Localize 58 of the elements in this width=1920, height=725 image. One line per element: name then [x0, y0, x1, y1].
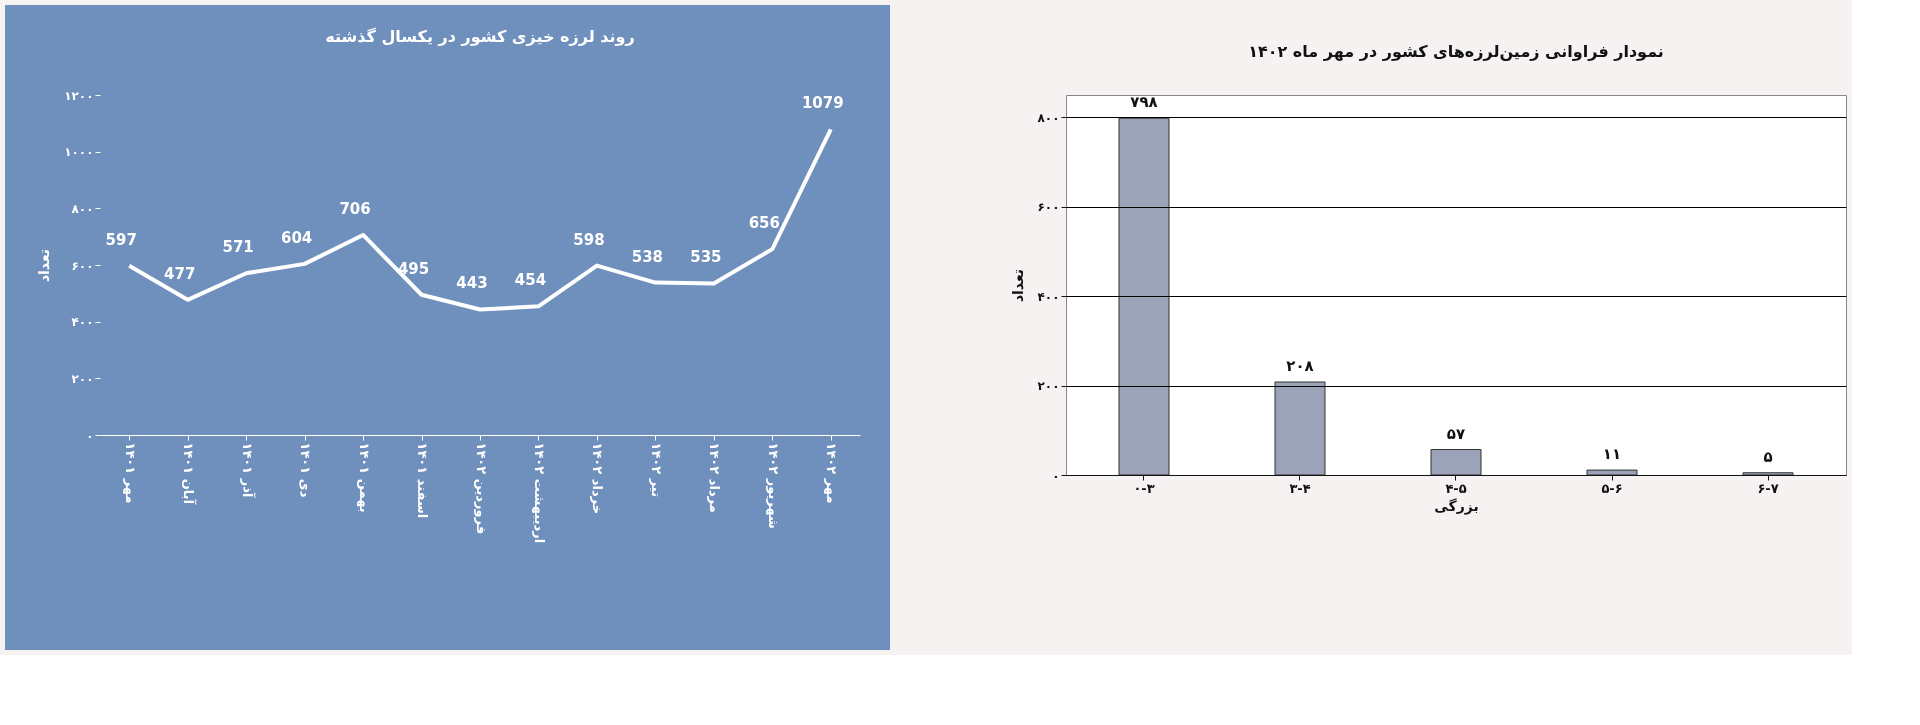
x-tick-label: فروردین ۱۴۰۲ — [473, 442, 489, 535]
data-label: ۲۰۸ — [1286, 357, 1314, 376]
x-tick-label: شهریور ۱۴۰۲ — [765, 442, 781, 529]
bar — [1586, 469, 1638, 476]
y-tick-label: ۰ — [1052, 468, 1060, 483]
data-label: 477 — [164, 264, 196, 283]
bar — [1430, 449, 1482, 476]
y-tick-label: ۶۰۰ — [71, 258, 94, 273]
y-axis-title: تعداد — [36, 248, 53, 283]
data-label: 535 — [690, 248, 722, 267]
y-tick-label: ۸۰۰ — [1037, 110, 1060, 125]
y-tick-label: ۸۰۰ — [71, 201, 94, 216]
x-axis-title: بزرگی — [1434, 497, 1479, 515]
data-label: 443 — [456, 274, 488, 293]
y-tick-label: ۰ — [86, 428, 94, 443]
data-label: 706 — [339, 199, 371, 218]
y-tick-label: ۶۰۰ — [1037, 200, 1060, 215]
y-tick-label: ۱۲۰۰ — [64, 88, 94, 103]
x-tick-label: آذر ۱۴۰۱ — [239, 442, 256, 498]
x-tick-label: اردیبهشت ۱۴۰۲ — [531, 442, 547, 544]
x-tick-label: ۳-۴ — [1289, 480, 1311, 496]
x-tick-label: ۰-۳ — [1133, 480, 1155, 496]
bar — [1274, 381, 1326, 476]
chart-title: روند لرزه خیزی کشور در یکسال گذشته — [325, 27, 635, 46]
x-tick-label: اسفند ۱۴۰۱ — [415, 442, 431, 519]
x-tick-label: ۴-۵ — [1445, 480, 1467, 496]
x-tick-label: ۶-۷ — [1757, 480, 1779, 496]
data-label: ۱۱ — [1602, 445, 1622, 464]
bar — [1742, 472, 1794, 476]
x-tick-label: دی ۱۴۰۱ — [298, 442, 314, 498]
x-tick-label: بهمن ۱۴۰۱ — [356, 442, 372, 513]
bar — [1118, 117, 1170, 476]
y-tick-label: ۲۰۰ — [71, 371, 94, 386]
x-tick-label: آبان ۱۴۰۱ — [181, 442, 198, 505]
y-tick-label: ۲۰۰ — [1037, 379, 1060, 394]
data-label: ۷۹۸ — [1130, 93, 1158, 112]
data-label: 598 — [573, 230, 605, 249]
data-label: 656 — [748, 214, 780, 233]
data-label: 495 — [397, 259, 430, 278]
chart-title: نمودار فراوانی زمین‌لرزه‌های کشور در مهر ماه ۱۴۰۲ — [1248, 42, 1664, 61]
x-tick-label: ۵-۶ — [1601, 480, 1623, 496]
data-label: 538 — [631, 247, 664, 266]
data-label: ۵۷ — [1446, 424, 1466, 443]
x-tick-label: مهر ۱۴۰۲ — [824, 442, 840, 504]
y-tick-label: ۱۰۰۰ — [64, 145, 94, 160]
data-label: 604 — [280, 228, 313, 247]
data-label: 454 — [514, 271, 547, 290]
x-tick-label: تیر ۱۴۰۲ — [648, 442, 664, 498]
x-tick-label: مهر ۱۴۰۱ — [122, 442, 138, 504]
data-label: ۵ — [1763, 447, 1773, 466]
data-label: 597 — [105, 230, 137, 249]
data-label: 1079 — [801, 94, 844, 113]
x-tick-label: خرداد ۱۴۰۲ — [590, 442, 606, 515]
y-axis-title: تعداد — [1009, 268, 1026, 303]
y-tick-label: ۴۰۰ — [1037, 289, 1060, 304]
y-tick-label: ۴۰۰ — [71, 315, 94, 330]
data-label: 571 — [222, 238, 254, 257]
x-tick-label: مرداد ۱۴۰۲ — [707, 442, 723, 513]
